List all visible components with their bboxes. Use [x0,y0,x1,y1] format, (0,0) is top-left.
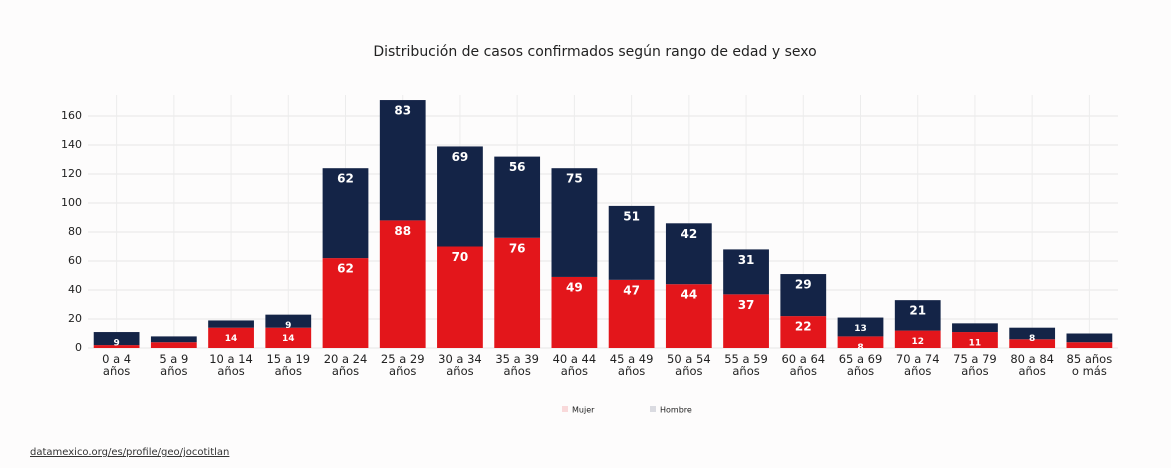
bar-segment [379,100,426,221]
x-tick-label: 60 a 64 años [781,352,826,378]
bar-segment [494,156,541,238]
bar-segment [723,294,769,348]
data-label: 31 [738,253,755,267]
data-label: 51 [623,209,640,223]
legend-swatch [650,406,656,412]
bar-segment [265,327,312,348]
bar-segment [93,345,140,348]
data-label: 13 [854,324,867,334]
bar-segment [952,323,998,333]
x-tick-label: 35 a 39 años [495,352,539,378]
data-label: 76 [509,241,526,255]
x-tick-label: 85 años o más [1066,352,1113,378]
data-label: 83 [394,104,411,118]
data-label: 9 [285,321,291,331]
bar-segment [665,223,712,285]
bar-segment [952,332,998,348]
bar-segment [1066,342,1113,348]
x-tick-label: 0 a 4 años [102,352,132,378]
data-label: 47 [623,283,640,297]
legend-swatch [562,406,568,412]
bar-segment [723,249,769,295]
data-label: 88 [394,224,411,238]
x-tick-label: 20 a 24 años [323,352,368,378]
x-tick-label: 75 a 79 años [953,352,997,378]
bar-segment [265,314,312,328]
data-label: 42 [680,227,697,241]
data-label: 75 [566,172,583,186]
data-label: 8 [1029,334,1035,344]
y-tick-label: 60 [68,254,82,267]
bar-segment [551,168,598,277]
bar-segment [494,237,541,348]
data-label: 62 [337,172,354,186]
bar-segment [780,316,827,348]
bar-segment [150,342,197,348]
bar-segment [150,336,197,343]
bar-segment [665,284,712,348]
x-tick-label: 10 a 14 años [209,352,253,378]
bar-segment [437,146,483,247]
x-tick-label: 30 a 34 años [438,352,482,378]
x-tick-label: 15 a 19 años [266,352,311,378]
bar-segment [437,246,483,348]
data-label: 12 [911,337,924,347]
data-label: 70 [452,250,469,264]
data-label: 37 [738,298,755,312]
bar-segment [322,168,369,259]
data-label: 49 [566,280,583,294]
x-tick-label: 25 a 29 años [380,352,425,378]
y-tick-label: 40 [68,283,82,296]
x-tick-label: 5 a 9 años [159,352,189,378]
legend-label: Mujer [572,406,595,415]
data-label: 56 [509,160,526,174]
bar-segment [322,258,369,348]
bar-segment [379,220,426,348]
bar-segment [208,320,254,328]
x-tick-label: 80 a 84 años [1010,352,1054,378]
bar-segment [1066,333,1113,343]
bar-segment [1009,339,1056,348]
y-tick-label: 0 [75,341,82,354]
y-tick-label: 20 [68,312,82,325]
bar-segment [93,332,140,346]
data-label: 62 [337,262,354,276]
data-label: 8 [857,343,863,353]
data-label: 21 [909,304,926,318]
y-tick-label: 120 [61,167,82,180]
y-tick-label: 160 [61,109,82,122]
bar-segment [608,205,655,280]
y-tick-label: 80 [68,225,82,238]
x-tick-label: 40 a 44 años [552,352,597,378]
data-label: 14 [225,334,238,344]
x-tick-label: 50 a 54 años [667,352,711,378]
x-tick-label: 65 a 69 años [838,352,883,378]
bar-segment [837,317,884,337]
x-tick-label: 55 a 59 años [724,352,768,378]
bar-segment [208,327,254,348]
y-tick-label: 100 [61,196,82,209]
bar-segment [894,330,941,348]
bar-segment [837,336,884,348]
data-label: 14 [282,334,295,344]
data-label: 44 [680,288,697,302]
bar-segment [608,279,655,348]
y-tick-label: 140 [61,138,82,151]
data-label: 9 [113,339,119,349]
bar-segment [551,276,598,348]
source-link[interactable]: datamexico.org/es/profile/geo/jocotitlan [30,447,230,458]
bar-segment [1009,327,1056,340]
x-tick-label: 70 a 74 años [895,352,940,378]
data-label: 11 [969,339,982,349]
chart-title: Distribución de casos confirmados según … [373,44,816,60]
legend-label: Hombre [660,406,692,415]
bar-segment [894,300,941,331]
data-label: 22 [795,320,812,334]
bar-segment [780,274,827,317]
data-label: 29 [795,278,812,292]
x-tick-label: 45 a 49 años [609,352,654,378]
data-label: 69 [452,150,469,164]
